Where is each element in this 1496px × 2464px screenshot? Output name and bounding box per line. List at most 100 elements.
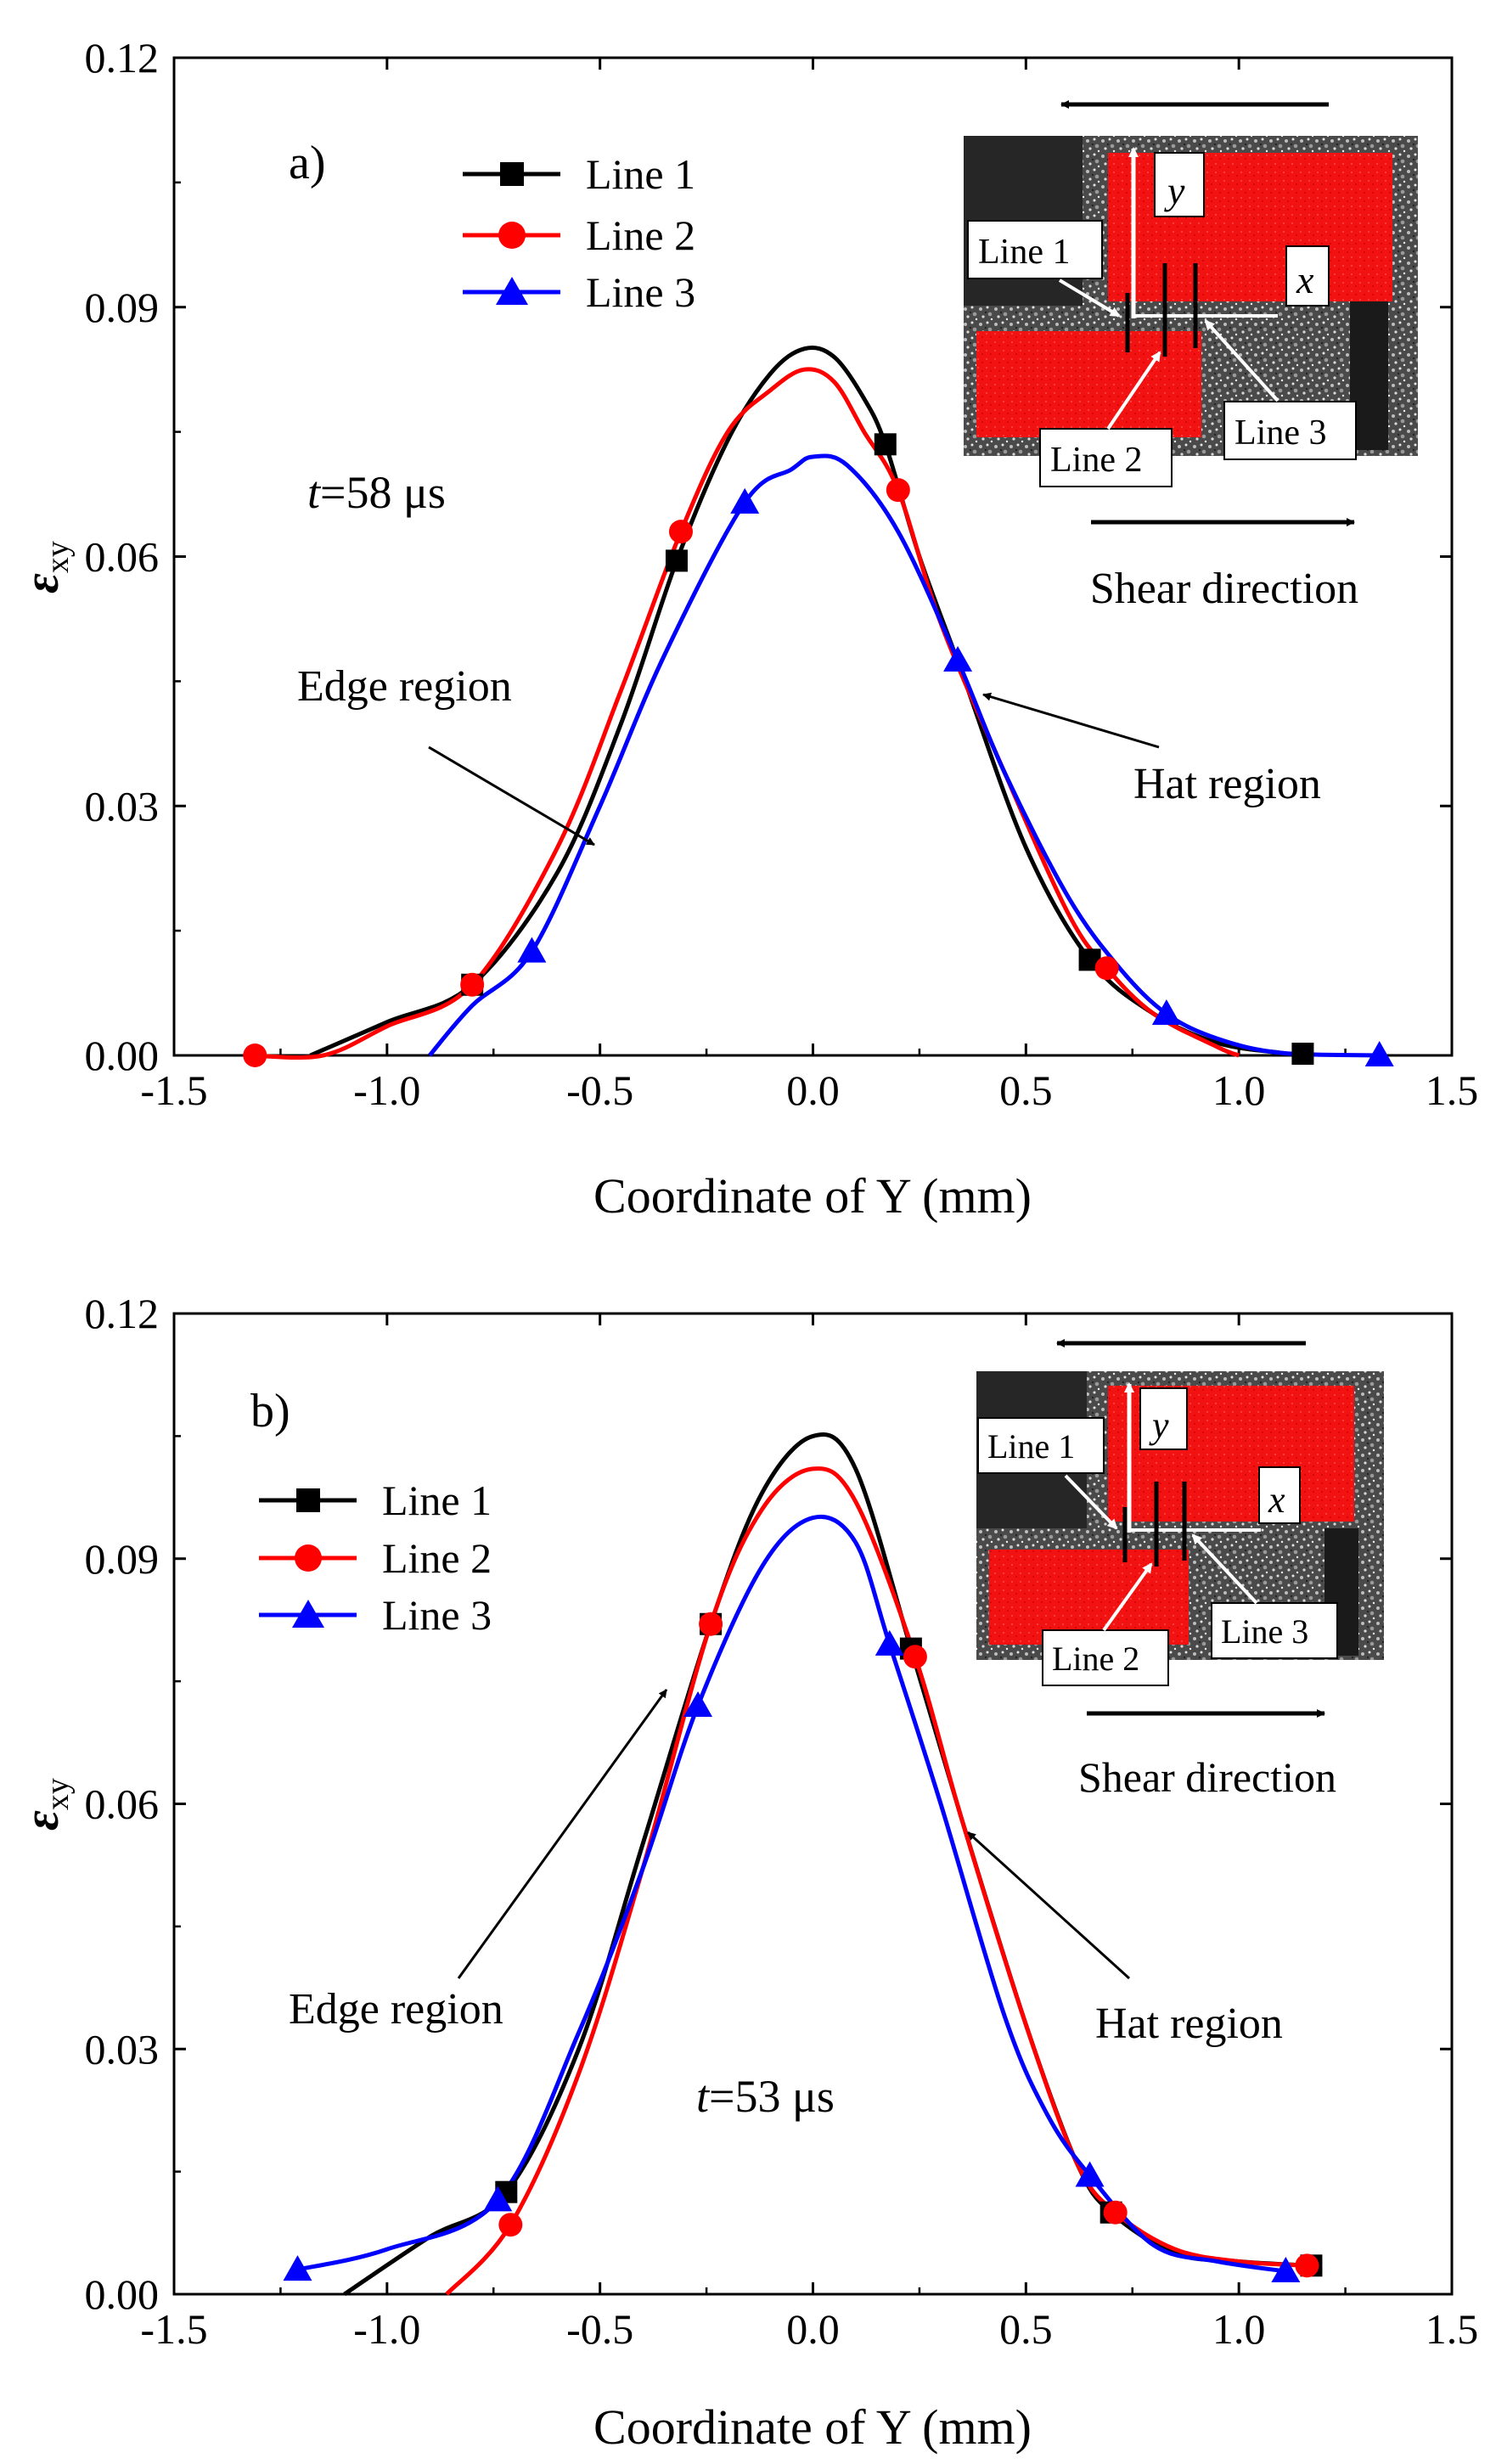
hat-region-label-b: Hat region <box>1095 2000 1283 2048</box>
panel-b: -1.5 -1.0 -0.5 0.0 0.5 1.0 1.5 0.000.030.060.0… <box>14 1290 1478 2455</box>
xtick-label: -1.0 <box>353 1066 420 1114</box>
panel-a-inset: y x Line 1 Line 2 Line 3 Shear direction <box>964 100 1418 613</box>
xtick-label: 0.0 <box>786 1066 840 1114</box>
panel-b-label: b) <box>250 1385 290 1437</box>
panel-a-edge-annotation: Edge region <box>297 662 595 847</box>
xtick-label: 1.5 <box>1426 2305 1479 2353</box>
panel-b-hat-annotation: Hat region <box>966 1831 1283 2048</box>
marker-line2 <box>1103 2200 1128 2225</box>
panel-b-edge-annotation: Edge region <box>289 1689 668 2034</box>
hat-region-label-a: Hat region <box>1133 760 1321 808</box>
xtick-label: 1.5 <box>1426 1066 1479 1114</box>
marker-line1 <box>665 549 688 572</box>
xtick-label: 0.5 <box>999 1066 1053 1114</box>
panel-b-xlabel: Coordinate of Y (mm) <box>593 2399 1032 2455</box>
legend-a-marker-line2 <box>498 222 526 249</box>
hat-region-arrow-a <box>982 692 1160 749</box>
xtick-label: -0.5 <box>566 2305 633 2353</box>
marker-line3 <box>943 645 973 672</box>
legend-b-line2: Line 2 <box>382 1534 492 1582</box>
inset-b-line1: Line 1 <box>987 1427 1075 1465</box>
legend-a-marker-line1 <box>500 162 524 186</box>
xtick-label: -1.0 <box>353 2305 420 2353</box>
legend-b-line1: Line 1 <box>382 1477 492 1524</box>
inset-b-x-axis: x <box>1268 1479 1285 1521</box>
ytick-label: 0.09 <box>85 1535 160 1583</box>
panel-a-label: a) <box>289 137 326 189</box>
legend-a-line1: Line 1 <box>586 150 695 198</box>
marker-line2 <box>1295 2253 1319 2278</box>
inset-a-shear-label: Shear direction <box>1090 565 1358 613</box>
marker-line3 <box>683 1691 713 1717</box>
legend-b-marker-line3 <box>292 1600 324 1628</box>
series-line-3 <box>428 453 1380 1058</box>
marker-line2 <box>886 478 910 503</box>
panel-a-hat-annotation: Hat region <box>982 692 1321 808</box>
inset-a-line1: Line 1 <box>978 233 1070 272</box>
panel-a: -1.5 -1.0 -0.5 0.0 0.5 1.0 1.5 0.000.030.060.0… <box>14 34 1478 1224</box>
marker-line3 <box>875 1629 904 1656</box>
ytick-label: 0.00 <box>85 2270 160 2318</box>
marker-line2 <box>243 1044 267 1067</box>
edge-region-label-b: Edge region <box>289 1985 503 2034</box>
marker-line2 <box>498 2213 523 2237</box>
marker-line3 <box>1075 2161 1105 2187</box>
panel-a-ytick-labels: 0.00 0.03 0.06 0.09 0.12 <box>85 34 160 1079</box>
edge-region-label-a: Edge region <box>297 662 512 711</box>
hat-region-arrow-b <box>966 1831 1131 1980</box>
legend-a-line3: Line 3 <box>586 268 695 316</box>
ytick-label: 0.00 <box>85 1032 160 1079</box>
marker-line2 <box>460 972 485 997</box>
inset-a-line2: Line 2 <box>1050 441 1142 480</box>
legend-a-marker-line3 <box>496 277 528 305</box>
panel-a-markers <box>243 433 1394 1067</box>
panel-a-xlabel: Coordinate of Y (mm) <box>593 1168 1032 1224</box>
panel-a-ylabel: εxy <box>14 541 76 593</box>
marker-line2 <box>1094 956 1119 981</box>
legend-a-line2: Line 2 <box>586 211 695 259</box>
xtick-label: 1.0 <box>1212 2305 1266 2353</box>
panel-b-inset: y x Line 1 Line 2 Line 3 Shear direction <box>976 1339 1384 1801</box>
inset-b-line2: Line 2 <box>1052 1640 1139 1678</box>
panel-a-legend: Line 1 Line 2 Line 3 <box>463 150 695 316</box>
xtick-label: 0.5 <box>999 2305 1053 2353</box>
ytick-label: 0.12 <box>85 1290 160 1337</box>
marker-line1 <box>874 433 897 456</box>
panel-a-plot-frame <box>172 56 1454 1057</box>
ytick-label: 0.03 <box>85 782 160 830</box>
panel-a-time-label: t=58 μs <box>307 467 446 518</box>
panel-b-ylabel: εxy <box>14 1778 76 1831</box>
inset-b-line3: Line 3 <box>1221 1612 1308 1651</box>
marker-line2 <box>903 1645 927 1669</box>
inset-b-shear-label: Shear direction <box>1078 1753 1336 1801</box>
ytick-label: 0.06 <box>85 1780 160 1828</box>
xtick-label: 1.0 <box>1212 1066 1266 1114</box>
panel-b-ytick-labels: 0.00 0.03 0.06 0.09 0.12 <box>85 1290 160 2318</box>
legend-b-line3: Line 3 <box>382 1591 492 1639</box>
ytick-label: 0.09 <box>85 284 160 331</box>
series-line-1 <box>343 1432 1312 2297</box>
legend-b-marker-line2 <box>295 1544 322 1572</box>
marker-line2 <box>668 520 693 544</box>
inset-a-x-axis: x <box>1296 258 1314 301</box>
xtick-label: 0.0 <box>786 2305 840 2353</box>
ytick-label: 0.06 <box>85 533 160 581</box>
panel-b-plot-frame <box>172 1312 1454 2296</box>
panel-a-xtick-labels: -1.5 -1.0 -0.5 0.0 0.5 1.0 1.5 <box>140 1066 1478 1114</box>
panel-b-legend: Line 1 Line 2 Line 3 <box>259 1477 492 1639</box>
xtick-label: -0.5 <box>566 1066 633 1114</box>
marker-line3 <box>283 2255 312 2281</box>
inset-a-line3: Line 3 <box>1234 413 1326 453</box>
marker-line3 <box>483 2186 513 2212</box>
legend-b-marker-line1 <box>296 1488 320 1512</box>
ytick-label: 0.12 <box>85 34 160 82</box>
marker-line3 <box>1364 1041 1394 1066</box>
xtick-label: -1.5 <box>140 2305 207 2353</box>
xtick-label: -1.5 <box>140 1066 207 1114</box>
marker-line3 <box>730 487 760 514</box>
edge-region-arrow-b <box>457 1689 668 1979</box>
series-line-2 <box>250 367 1240 1060</box>
ytick-label: 0.03 <box>85 2025 160 2073</box>
inset-a-y-axis: y <box>1164 169 1185 212</box>
panel-b-time-label: t=53 μs <box>696 2071 835 2122</box>
